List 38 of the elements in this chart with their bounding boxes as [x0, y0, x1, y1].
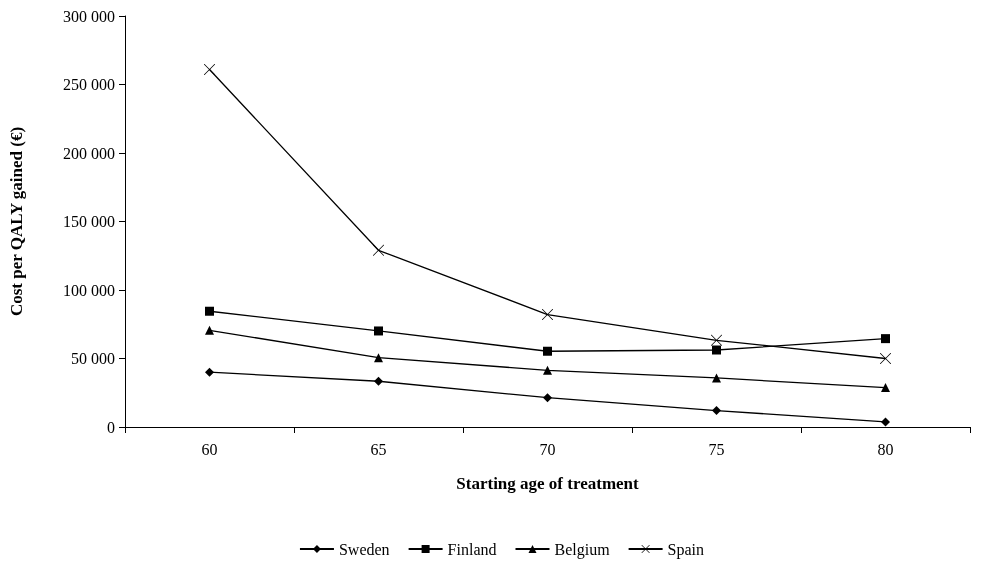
x-tick-label: 60 [201, 440, 218, 458]
point [881, 383, 890, 393]
point [373, 244, 384, 256]
y-axis-title: Cost per QALY gained (€) [7, 126, 26, 317]
point [711, 334, 722, 346]
point [374, 326, 383, 336]
legend-label: Belgium [554, 540, 611, 559]
point [543, 365, 552, 375]
y-tick-label: 100 000 [63, 281, 115, 299]
y-tick-label: 150 000 [63, 213, 115, 230]
x-tick-label: 70 [539, 440, 556, 458]
y-tick-label: 250 000 [63, 76, 115, 93]
point [205, 325, 214, 335]
y-tick-label: 300 000 [63, 7, 115, 25]
point [543, 346, 552, 356]
point [205, 306, 214, 316]
legend-label: Finland [447, 540, 497, 558]
y-tick-label: 200 000 [63, 144, 115, 162]
y-tick-label: 50 000 [71, 350, 115, 367]
point [881, 417, 890, 427]
x-tick-label: 65 [370, 440, 387, 458]
point [374, 353, 383, 363]
x-tick-label: 75 [708, 440, 725, 458]
point [712, 373, 721, 383]
point [712, 406, 721, 416]
point [881, 334, 890, 344]
y-tick-label: 0 [107, 418, 115, 436]
point [204, 64, 215, 76]
legend-label: Spain [667, 540, 705, 559]
point [374, 376, 383, 386]
point [542, 309, 553, 321]
x-tick-label: 80 [877, 440, 894, 458]
x-axis-title: Starting age of treatment [456, 474, 640, 493]
point [712, 345, 721, 355]
point [880, 353, 891, 364]
legend-label: Sweden [338, 540, 390, 558]
point [543, 393, 552, 403]
point [205, 367, 214, 377]
